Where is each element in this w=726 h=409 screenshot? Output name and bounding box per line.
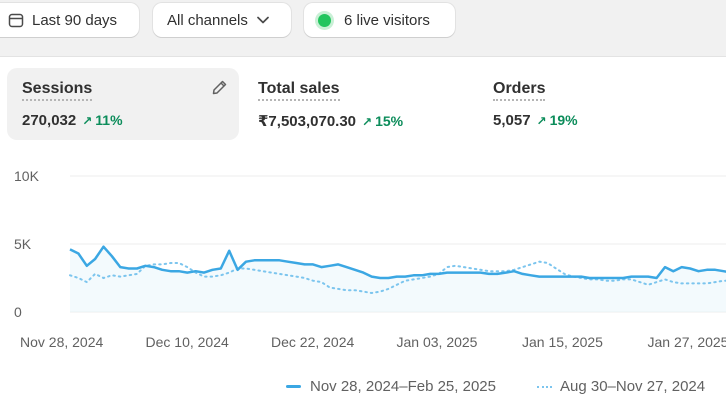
x-tick-label: Dec 10, 2024	[146, 334, 229, 350]
metric-value-text: ₹7,503,070.30	[258, 113, 357, 130]
sessions-chart: 10K 5K 0 Nov 28, 2024 Dec 10, 2024 Dec 22, 20…	[0, 152, 726, 409]
metric-value-text: 5,057	[493, 112, 531, 129]
metric-value: 5,057 ↗ 19%	[493, 112, 578, 129]
report-toolbar: Last 90 days All channels 6 live visitor…	[0, 0, 726, 57]
x-tick-label: Jan 03, 2025	[397, 334, 478, 350]
chart-legend: Nov 28, 2024–Feb 25, 2025 Aug 30–Nov 27,…	[0, 378, 726, 398]
metric-change-value: 11%	[95, 112, 123, 128]
previous-series-line	[69, 260, 726, 295]
metrics-row: Sessions 270,032 ↗ 11% Total sales ₹7,503,…	[0, 57, 726, 152]
current-series-line	[69, 245, 726, 280]
metric-title: Orders	[493, 80, 546, 101]
metric-change-value: 19%	[549, 112, 578, 128]
metric-title: Total sales	[258, 80, 340, 101]
arrow-up-right-icon: ↗	[362, 115, 373, 129]
date-range-button[interactable]: Last 90 days	[0, 3, 139, 37]
pencil-icon[interactable]	[211, 79, 228, 96]
metric-value: 270,032 ↗ 11%	[22, 112, 123, 129]
arrow-up-right-icon: ↗	[536, 114, 547, 128]
metric-value: ₹7,503,070.30 ↗ 15%	[258, 112, 403, 130]
calendar-icon	[8, 12, 24, 28]
solid-line-swatch-icon	[286, 385, 301, 388]
channels-label: All channels	[167, 11, 248, 29]
metric-title: Sessions	[22, 80, 93, 101]
chevron-down-icon	[257, 16, 269, 24]
legend-item-current[interactable]: Nov 28, 2024–Feb 25, 2025	[286, 378, 496, 395]
metric-value-text: 270,032	[22, 112, 77, 129]
metric-change: ↗ 15%	[362, 113, 403, 129]
channels-dropdown[interactable]: All channels	[153, 3, 291, 37]
x-tick-label: Dec 22, 2024	[271, 334, 354, 350]
y-tick-label: 0	[14, 304, 22, 320]
legend-label-previous: Aug 30–Nov 27, 2024	[560, 378, 706, 395]
metric-change-value: 15%	[375, 113, 404, 129]
sessions-chart-svg: 10K 5K 0 Nov 28, 2024 Dec 10, 2024 Dec 22, 20…	[14, 168, 726, 350]
metric-card-sessions[interactable]: Sessions 270,032 ↗ 11%	[7, 68, 239, 140]
y-tick-label: 5K	[14, 236, 32, 252]
metric-change: ↗ 11%	[82, 112, 122, 128]
metric-change: ↗ 19%	[537, 112, 578, 128]
live-status-dot-icon	[318, 13, 331, 27]
metric-card-orders[interactable]: Orders 5,057 ↗ 19%	[478, 68, 718, 140]
y-tick-label: 10K	[14, 168, 40, 184]
arrow-up-right-icon: ↗	[82, 114, 93, 128]
x-tick-label: Jan 27, 2025	[648, 334, 726, 350]
live-visitors-label: 6 live visitors	[344, 11, 430, 29]
legend-label-current: Nov 28, 2024–Feb 25, 2025	[310, 378, 496, 395]
legend-item-previous[interactable]: Aug 30–Nov 27, 2024	[537, 378, 705, 395]
live-visitors-button[interactable]: 6 live visitors	[304, 3, 455, 37]
metric-card-total-sales[interactable]: Total sales ₹7,503,070.30 ↗ 15%	[243, 68, 473, 140]
date-range-label: Last 90 days	[32, 11, 118, 29]
x-tick-label: Nov 28, 2024	[20, 334, 103, 350]
x-tick-label: Jan 15, 2025	[522, 334, 603, 350]
dotted-line-swatch-icon	[537, 385, 552, 388]
